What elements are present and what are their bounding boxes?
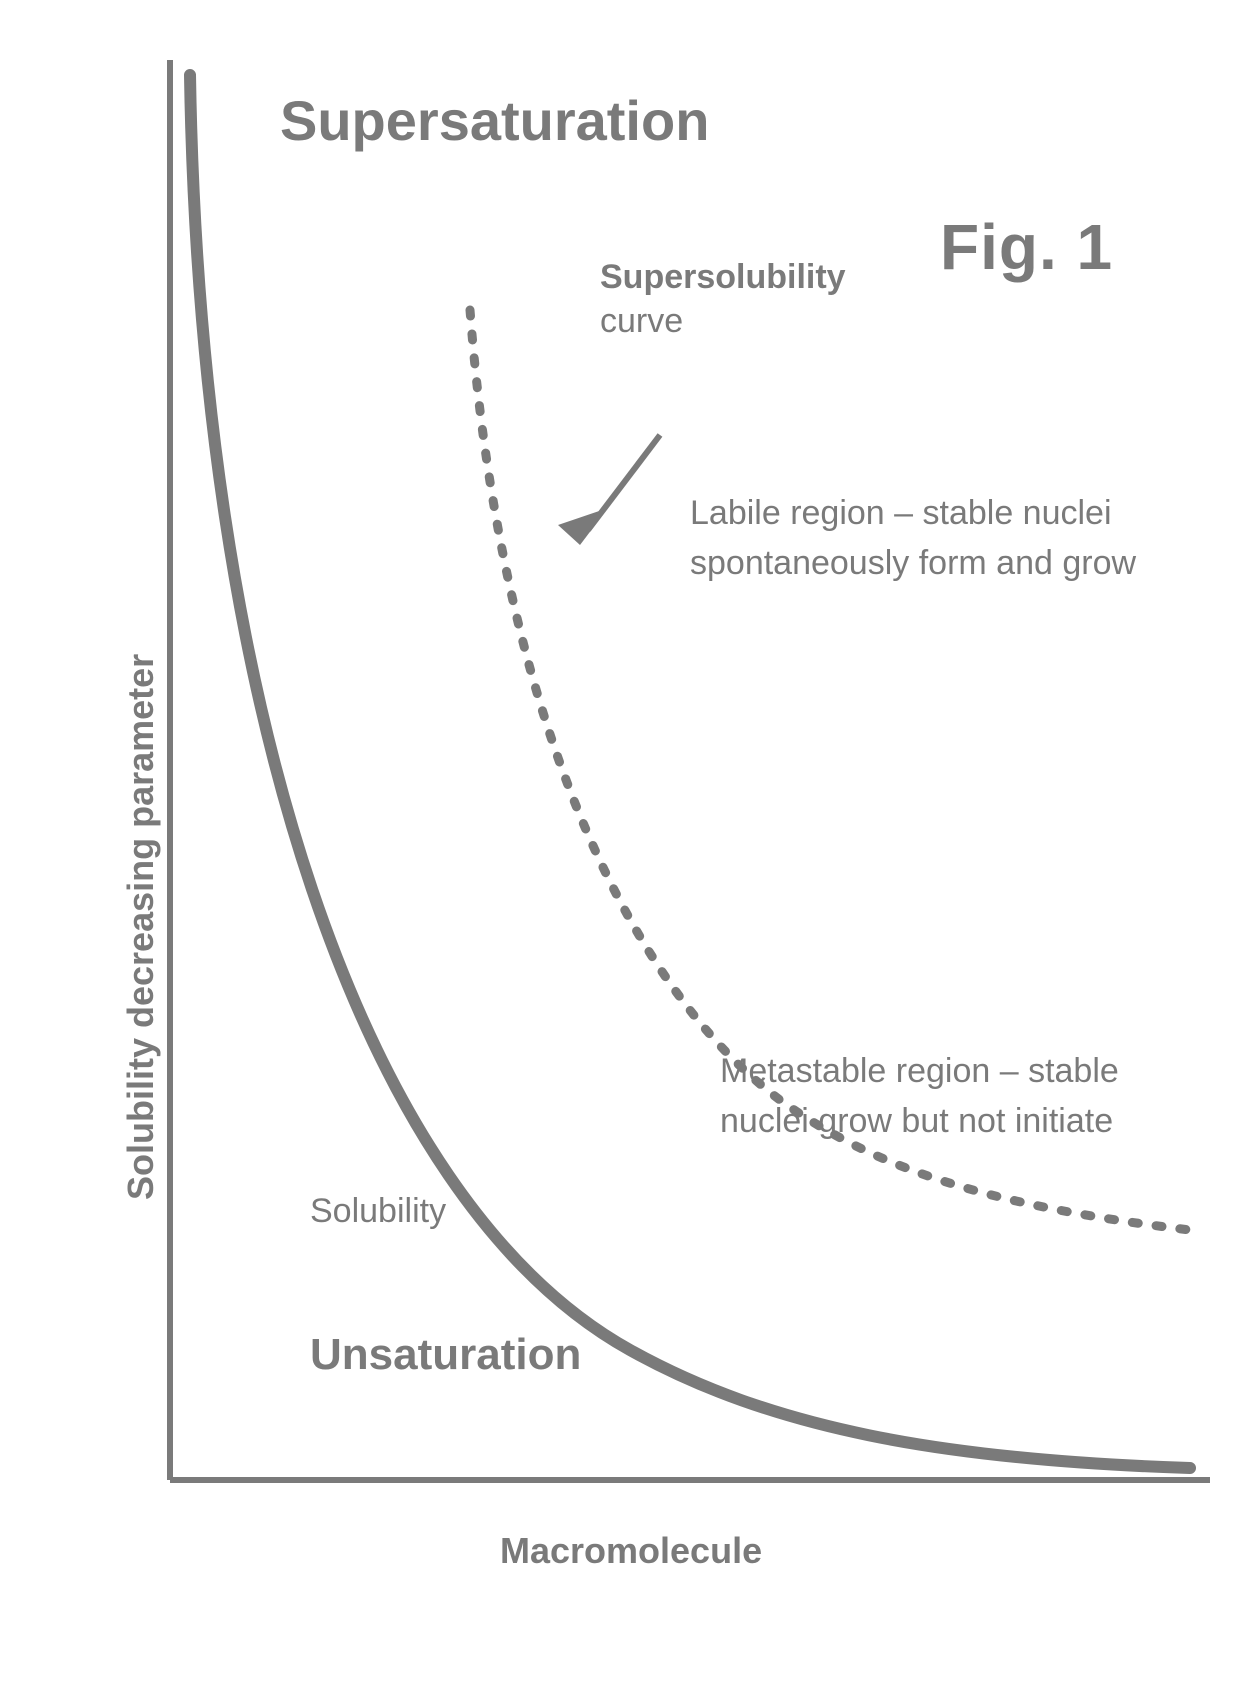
metastable-region-label-line2: nuclei grow but not initiate: [720, 1102, 1113, 1141]
diagram-title: Supersaturation: [280, 88, 709, 153]
solubility-label: Solubility: [310, 1192, 446, 1231]
diagram-canvas: Supersaturation Fig. 1 Solubility decrea…: [0, 0, 1240, 1689]
supersolubility-curve: [470, 310, 1190, 1230]
metastable-region-label-line1: Metastable region – stable: [720, 1052, 1119, 1091]
labile-region-label-line1: Labile region – stable nuclei: [690, 494, 1112, 533]
unsaturation-label: Unsaturation: [310, 1330, 581, 1380]
supersolubility-label-line1: Supersolubility: [600, 258, 846, 297]
figure-number-label: Fig. 1: [940, 210, 1113, 284]
arrow-head-icon: [558, 508, 608, 545]
y-axis-label: Solubility decreasing parameter: [120, 654, 162, 1200]
x-axis-label: Macromolecule: [500, 1530, 762, 1572]
labile-region-label-line2: spontaneously form and grow: [690, 544, 1136, 583]
supersolubility-label-line2: curve: [600, 302, 683, 341]
